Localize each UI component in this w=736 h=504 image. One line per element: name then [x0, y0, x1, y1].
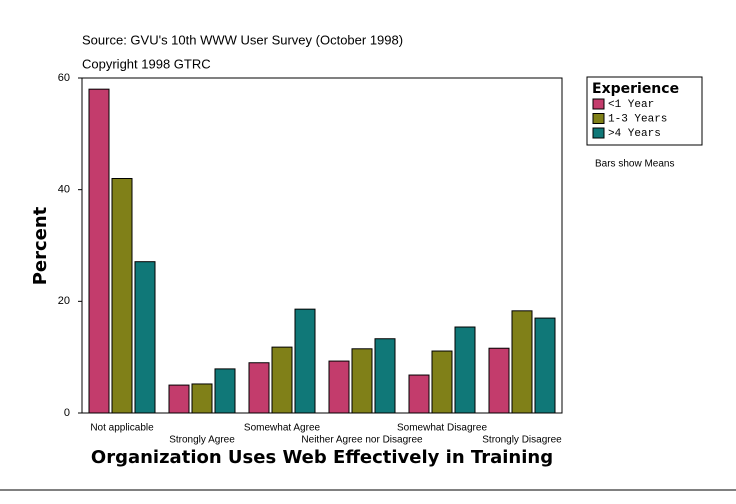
bar — [534, 317, 556, 414]
y-tick-label: 40 — [58, 184, 70, 196]
bar — [408, 374, 430, 414]
x-tick-label: Strongly Disagree — [482, 435, 562, 446]
x-tick-label: Somewhat Agree — [244, 423, 321, 434]
x-tick-label: Somewhat Disagree — [397, 423, 487, 434]
bar — [271, 346, 293, 414]
legend-label: 1-3 Years — [608, 113, 667, 125]
legend-box — [586, 76, 703, 146]
y-axis-title: Percent — [30, 206, 51, 285]
plot-frame — [81, 77, 563, 414]
bar — [328, 360, 350, 414]
legend-swatch — [592, 113, 605, 124]
copyright-note: Copyright 1998 GTRC — [82, 56, 211, 71]
bar — [294, 308, 316, 414]
bar — [488, 347, 510, 414]
source-note: Source: GVU's 10th WWW User Survey (Octo… — [82, 32, 403, 47]
bar — [88, 88, 110, 414]
x-tick-label: Strongly Agree — [169, 435, 235, 446]
legend-label: >4 Years — [608, 128, 661, 140]
x-tick-label: Not applicable — [90, 423, 154, 434]
bar — [374, 338, 396, 414]
bar — [351, 348, 373, 414]
bar — [511, 310, 533, 414]
bar — [431, 350, 453, 414]
bar — [168, 384, 190, 414]
bar — [111, 178, 133, 414]
bar — [134, 261, 156, 414]
x-axis-title: Organization Uses Web Effectively in Tra… — [91, 447, 553, 468]
y-tick-label: 0 — [64, 407, 70, 419]
legend-label: <1 Year — [608, 99, 654, 111]
legend-title: Experience — [592, 81, 679, 97]
x-tick-label: Neither Agree nor Disagree — [301, 435, 423, 446]
bar — [454, 326, 476, 414]
legend-swatch — [592, 127, 605, 139]
bar — [248, 362, 270, 414]
bars-note: Bars show Means — [595, 159, 674, 170]
y-tick-label: 20 — [58, 295, 70, 307]
y-tick-label: 60 — [58, 72, 70, 84]
legend-swatch — [592, 98, 605, 110]
bar — [214, 368, 236, 414]
bar — [191, 383, 213, 414]
